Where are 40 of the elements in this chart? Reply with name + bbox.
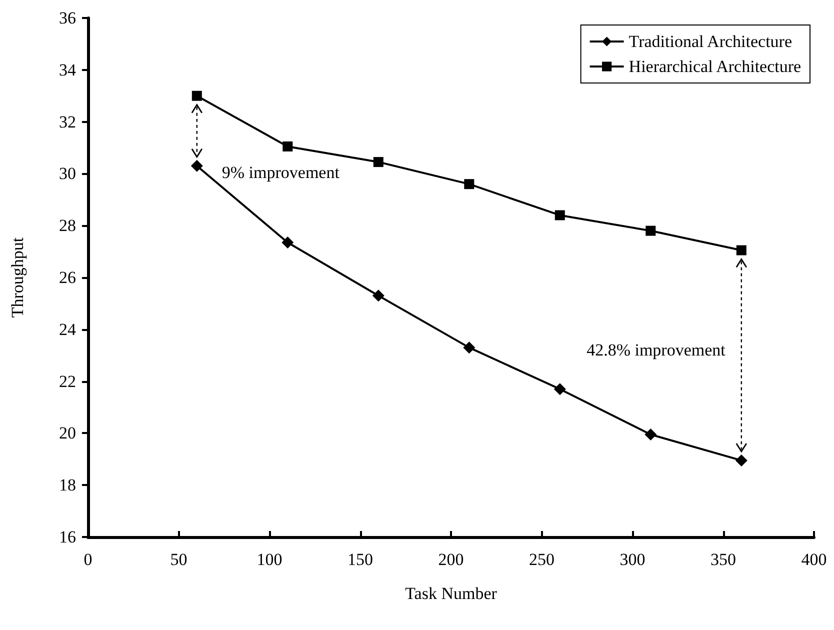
point [646,226,656,236]
point [735,454,748,466]
x-tick-label: 400 [801,550,827,569]
y-tick-label: 16 [59,528,76,546]
x-axis-title: Task Number [405,584,498,603]
legend-label: Hierarchical Architecture [628,57,802,76]
y-tick-label: 20 [59,424,76,443]
point [554,383,566,396]
y-tick-label: 34 [59,60,76,80]
legend-label: Traditional Architecture [628,32,792,51]
point [373,157,384,168]
x-tick-label: 350 [710,550,736,569]
x-tick-label: 200 [438,550,464,569]
point [644,428,657,440]
point [554,210,565,220]
y-tick-label: 22 [59,372,76,391]
point [282,236,294,248]
y-tick-label: 28 [59,216,76,236]
x-tick-label: 50 [170,550,188,569]
x-tick-label: 100 [256,550,282,569]
point [192,90,202,101]
y-tick-label: 18 [59,476,76,495]
y-tick-label: 26 [59,268,76,287]
x-tick-label: 150 [348,550,373,569]
point [736,245,746,256]
x-tick-label: 300 [620,550,646,569]
y-tick-label: 30 [59,164,76,184]
point [464,179,474,190]
point [463,342,476,354]
x-tick-label: 250 [529,550,554,569]
annotation: 9% improvement [222,162,340,182]
y-tick-label: 24 [59,320,76,339]
y-axis-title: Throughput [8,237,27,318]
point [282,141,293,152]
y-tick-label: 36 [59,8,76,28]
annotation: 42.8% improvement [586,340,726,360]
point [372,290,384,302]
point [190,160,203,172]
y-tick-label: 32 [59,112,76,132]
x-tick-label: 0 [84,550,92,569]
